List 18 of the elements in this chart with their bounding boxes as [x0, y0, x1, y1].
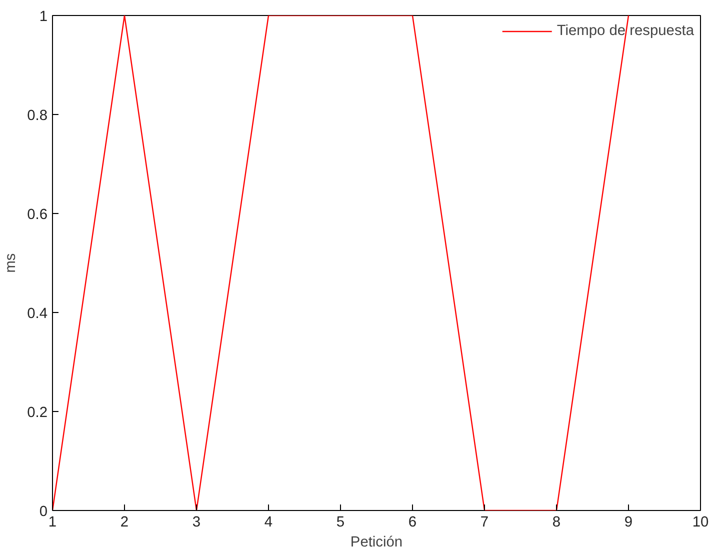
y-tick-label: 0 [39, 504, 48, 520]
x-axis-title: Petición [350, 534, 403, 550]
x-tick-label: 2 [120, 514, 129, 530]
y-tick-label: 0.2 [27, 405, 48, 421]
x-tick-label: 9 [624, 514, 633, 530]
y-tick-label: 0.4 [27, 306, 48, 322]
x-tick-label: 4 [264, 514, 273, 530]
y-axis-title: ms [3, 253, 20, 273]
y-tick-label: 0.8 [27, 108, 48, 124]
y-tick-label: 0.6 [27, 207, 48, 223]
x-tick-label: 5 [336, 514, 345, 530]
legend-label: Tiempo de respuesta [556, 23, 694, 39]
x-tick-label: 10 [692, 514, 709, 530]
x-tick-label: 8 [552, 514, 561, 530]
x-tick-label: 7 [480, 514, 489, 530]
x-tick-label: 6 [408, 514, 417, 530]
x-tick-label: 3 [192, 514, 201, 530]
y-tick-label: 1 [39, 9, 48, 25]
